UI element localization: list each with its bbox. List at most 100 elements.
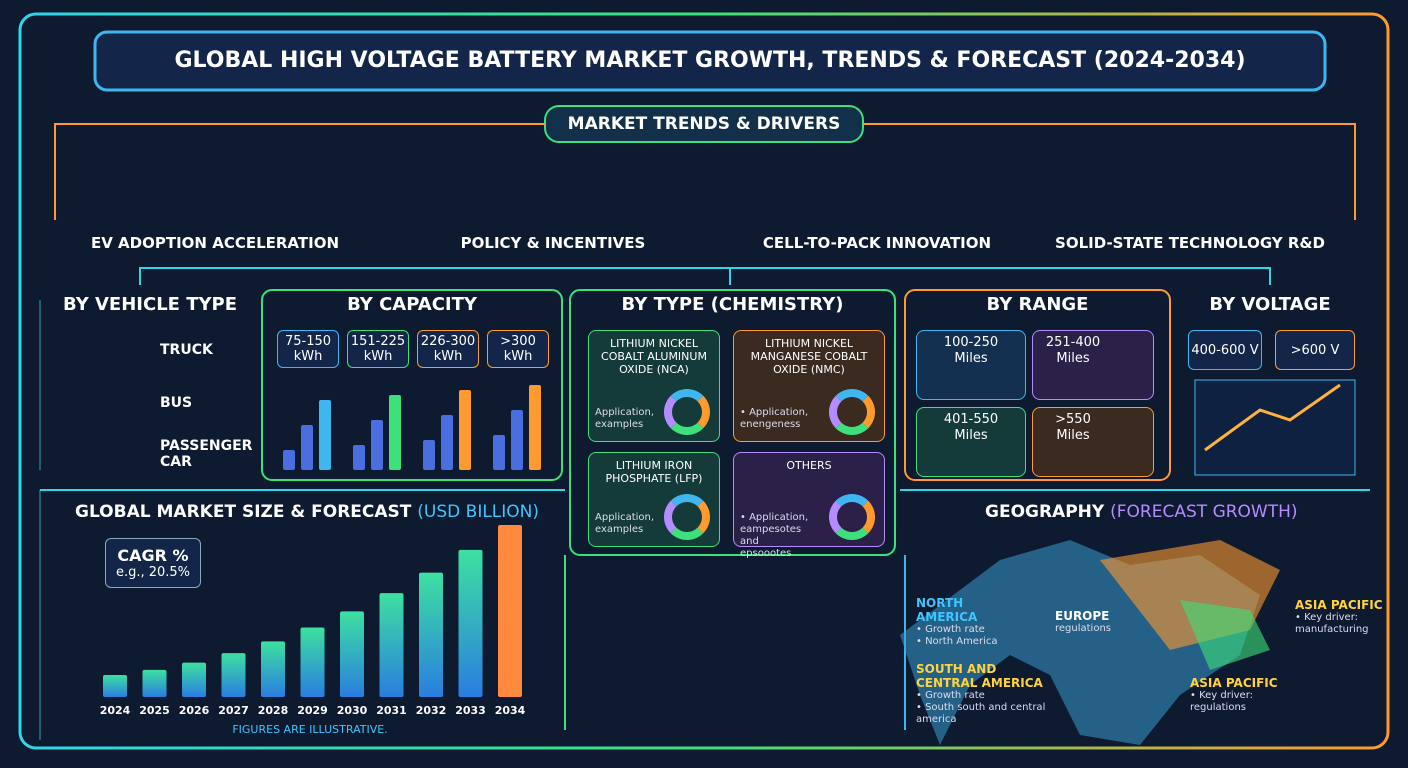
voltage-box: 400-600 V bbox=[1188, 330, 1262, 370]
region-note: regulations bbox=[1055, 623, 1112, 634]
chemistry-name: LITHIUM NICKEL COBALT ALUMINUM OXIDE (NC… bbox=[601, 337, 707, 376]
trend-label: CELL-TO-PACK INNOVATION bbox=[762, 234, 992, 252]
region-name: ASIA PACIFIC bbox=[1295, 598, 1383, 612]
year-label: 2032 bbox=[415, 704, 447, 717]
chemistry-box: LITHIUM NICKEL COBALT ALUMINUM OXIDE (NC… bbox=[588, 330, 720, 442]
region-note: • Key driver: bbox=[1295, 612, 1358, 623]
chemistry-name: LITHIUM IRON PHOSPHATE (LFP) bbox=[605, 459, 703, 485]
region: EUROPE regulations bbox=[1055, 609, 1145, 635]
chemistry-box: OTHERS • Application, eampesotes and epso… bbox=[733, 452, 885, 559]
year-label: 2029 bbox=[297, 704, 328, 717]
region: SOUTH AND CENTRAL AMERICA • Growth rate • … bbox=[916, 662, 1056, 726]
footnote: FIGURES ARE ILLUSTRATIVE. bbox=[232, 723, 388, 736]
capacity-title: BY CAPACITY bbox=[347, 294, 477, 315]
decor-bar bbox=[498, 525, 522, 697]
year-label: 2028 bbox=[257, 704, 289, 717]
decor-bar bbox=[458, 549, 483, 697]
title: GLOBAL HIGH VOLTAGE BATTERY MARKET GROWT… bbox=[174, 48, 1246, 73]
chemistry-note: Application, examples bbox=[595, 407, 655, 430]
range-title: BY RANGE bbox=[986, 294, 1089, 315]
region-note: • Growth rate bbox=[916, 690, 985, 701]
region-name: NORTH AMERICA bbox=[916, 596, 978, 624]
region: ASIA PACIFIC • Key driver: manufacturing bbox=[1295, 598, 1385, 636]
chemistry-name: OTHERS bbox=[786, 459, 832, 472]
market-title-row: GLOBAL MARKET SIZE & FORECAST (USD BILLI… bbox=[75, 502, 539, 522]
chemistry-note: • Application, eampesotes and epsoootes bbox=[740, 512, 809, 559]
decor-bar bbox=[419, 572, 443, 697]
decor-bar bbox=[353, 445, 365, 470]
decor-bar bbox=[389, 395, 401, 470]
year-label: 2034 bbox=[494, 704, 526, 717]
chemistry-note: • Application, enengeness bbox=[740, 407, 809, 430]
market-unit: (USD BILLION) bbox=[417, 502, 540, 522]
donut bbox=[664, 494, 710, 540]
decor-bar bbox=[142, 669, 167, 697]
year-label: 2031 bbox=[376, 704, 407, 717]
range-label: 100-250 Miles bbox=[943, 335, 999, 366]
vehicle-label: BUS bbox=[160, 395, 193, 411]
region-note: regulations bbox=[1190, 702, 1247, 713]
decor-bar bbox=[221, 653, 246, 697]
decor-bar bbox=[493, 435, 505, 470]
geo-subtitle: (FORECAST GROWTH) bbox=[1110, 502, 1298, 522]
donut bbox=[829, 494, 875, 540]
range-label: 401-550 Miles bbox=[943, 412, 999, 443]
region-note: • Key driver: bbox=[1190, 690, 1253, 701]
trend-label: POLICY & INCENTIVES bbox=[460, 234, 646, 252]
decor-bar bbox=[300, 627, 325, 697]
region-name: EUROPE bbox=[1055, 609, 1110, 623]
year-label: 2030 bbox=[336, 704, 368, 717]
region-name: ASIA PACIFIC bbox=[1190, 676, 1278, 690]
decor-bar bbox=[103, 675, 127, 697]
region: ASIA PACIFIC • Key driver: regulations bbox=[1190, 676, 1280, 714]
chemistry-name: LITHIUM NICKEL MANGANESE COBALT OXIDE (N… bbox=[750, 337, 868, 376]
range-box: 401-550 Miles bbox=[916, 407, 1026, 477]
decor-bar bbox=[319, 400, 331, 470]
region-note: • Growth rate bbox=[916, 624, 985, 635]
donut bbox=[664, 389, 710, 435]
capacity-box: 151-225 kWh bbox=[347, 330, 409, 368]
donut bbox=[829, 389, 875, 435]
decor-bar bbox=[459, 390, 471, 470]
year-label: 2033 bbox=[455, 704, 486, 717]
market-title: GLOBAL MARKET SIZE & FORECAST bbox=[75, 502, 412, 522]
capacity-box: >300 kWh bbox=[487, 330, 549, 368]
range-box: 251-400 Miles bbox=[1032, 330, 1154, 400]
year-label: 2026 bbox=[178, 704, 210, 717]
decor-bar bbox=[301, 425, 313, 470]
capacity-box: 75-150 kWh bbox=[277, 330, 339, 368]
chemistry-box: LITHIUM NICKEL MANGANESE COBALT OXIDE (N… bbox=[733, 330, 885, 442]
cagr-example: e.g., 20.5% bbox=[115, 565, 191, 580]
geo-title-row: GEOGRAPHY (FORECAST GROWTH) bbox=[985, 502, 1298, 522]
voltage-title: BY VOLTAGE bbox=[1209, 294, 1331, 315]
trends-title: MARKET TRENDS & DRIVERS bbox=[567, 114, 841, 134]
year-label: 2024 bbox=[99, 704, 131, 717]
region-note: manufacturing bbox=[1295, 624, 1369, 635]
decor-bar bbox=[423, 440, 435, 470]
vehicle-title: BY VEHICLE TYPE bbox=[62, 294, 238, 315]
vehicle-label: TRUCK bbox=[160, 342, 213, 358]
cagr-box: CAGR % e.g., 20.5% bbox=[105, 538, 201, 588]
year-label: 2027 bbox=[218, 704, 249, 717]
decor-bar bbox=[283, 450, 295, 470]
capacity-box: 226-300 kWh bbox=[417, 330, 479, 368]
region-name: SOUTH AND CENTRAL AMERICA bbox=[916, 662, 1043, 690]
region-note: • North America bbox=[916, 636, 998, 647]
chemistry-note: Application, examples bbox=[595, 512, 655, 535]
geo-title: GEOGRAPHY bbox=[985, 502, 1105, 522]
vehicle-label: PASSENGER CAR bbox=[160, 438, 253, 470]
trend-label: EV ADOPTION ACCELERATION bbox=[90, 234, 339, 252]
decor-bar bbox=[529, 385, 541, 470]
decor-bar bbox=[261, 641, 285, 697]
range-box: 100-250 Miles bbox=[916, 330, 1026, 400]
decor-bar bbox=[182, 662, 206, 697]
decor-bar bbox=[371, 420, 383, 470]
decor-bar bbox=[340, 611, 364, 697]
decor-bar bbox=[379, 593, 404, 697]
decor-bar bbox=[441, 415, 453, 470]
trend-label: SOLID-STATE TECHNOLOGY R&D bbox=[1055, 234, 1325, 252]
range-box: >550 Miles bbox=[1032, 407, 1154, 477]
region-note: • South south and central america bbox=[916, 702, 1046, 725]
